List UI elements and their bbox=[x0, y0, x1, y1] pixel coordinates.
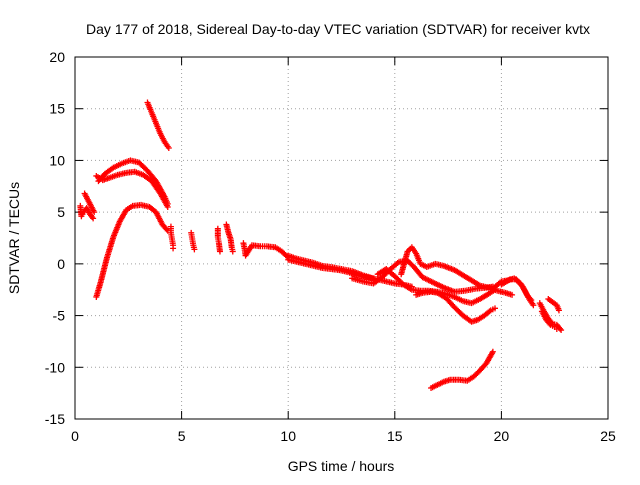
data-point bbox=[553, 326, 560, 333]
x-tick-label: 5 bbox=[178, 428, 186, 444]
series-segment-19 bbox=[498, 276, 535, 304]
y-tick-label: 20 bbox=[49, 49, 65, 65]
axis-ticks: 0 5 10 15 20 25 -15 -10 -5 0 5 10 15 20 bbox=[45, 49, 616, 444]
grid bbox=[75, 57, 608, 419]
y-tick-label: 10 bbox=[49, 152, 65, 168]
data-point bbox=[486, 308, 493, 315]
data-point bbox=[509, 291, 516, 298]
series-segment-2 bbox=[81, 190, 98, 216]
data-point bbox=[170, 245, 177, 252]
series-segment-21 bbox=[538, 308, 560, 333]
x-tick-label: 0 bbox=[71, 428, 79, 444]
data-point bbox=[370, 275, 377, 282]
data-point bbox=[528, 297, 535, 304]
x-tick-label: 20 bbox=[494, 428, 510, 444]
y-tick-label: -15 bbox=[45, 411, 65, 427]
x-tick-label: 10 bbox=[280, 428, 296, 444]
data-point bbox=[91, 209, 98, 216]
y-tick-label: -10 bbox=[45, 359, 65, 375]
x-tick-label: 25 bbox=[600, 428, 616, 444]
data-point bbox=[229, 248, 236, 255]
y-axis-label: SDTVAR / TECUs bbox=[6, 182, 22, 294]
series-segment-3 bbox=[93, 201, 171, 300]
series-segment-1 bbox=[77, 202, 97, 222]
plot-frame bbox=[74, 56, 609, 420]
data-point bbox=[489, 348, 496, 355]
series-segment-7 bbox=[167, 223, 177, 252]
x-axis-label: GPS time / hours bbox=[288, 458, 395, 474]
series-segment-8 bbox=[188, 229, 198, 253]
series-segment-15 bbox=[374, 266, 499, 307]
y-tick-label: -5 bbox=[53, 308, 66, 324]
series-segment-16 bbox=[398, 244, 516, 298]
series-segment-11 bbox=[240, 240, 292, 261]
data-points bbox=[77, 99, 565, 391]
data-point bbox=[191, 246, 198, 253]
data-point bbox=[558, 327, 565, 334]
data-point bbox=[165, 145, 172, 152]
x-tick-label: 15 bbox=[387, 428, 403, 444]
data-point bbox=[530, 302, 537, 309]
chart-title: Day 177 of 2018, Sidereal Day-to-day VTE… bbox=[86, 21, 590, 37]
y-tick-label: 0 bbox=[57, 256, 65, 272]
data-point bbox=[492, 305, 499, 312]
data-point bbox=[555, 307, 562, 314]
data-point bbox=[90, 215, 97, 222]
series-segment-10 bbox=[223, 221, 236, 255]
data-point bbox=[546, 320, 553, 327]
data-point bbox=[216, 248, 223, 255]
data-point bbox=[164, 200, 171, 207]
series-segment-13 bbox=[285, 252, 377, 282]
series-segment-5 bbox=[95, 157, 171, 207]
series-segment-17 bbox=[413, 288, 499, 325]
data-point bbox=[527, 295, 534, 302]
series-segment-9 bbox=[214, 225, 223, 255]
series-segment-23 bbox=[428, 348, 496, 391]
series-segment-22 bbox=[545, 296, 562, 314]
y-tick-label: 15 bbox=[49, 101, 65, 117]
y-tick-label: 5 bbox=[57, 204, 65, 220]
series-segment-6 bbox=[144, 99, 172, 152]
data-point bbox=[163, 226, 170, 233]
